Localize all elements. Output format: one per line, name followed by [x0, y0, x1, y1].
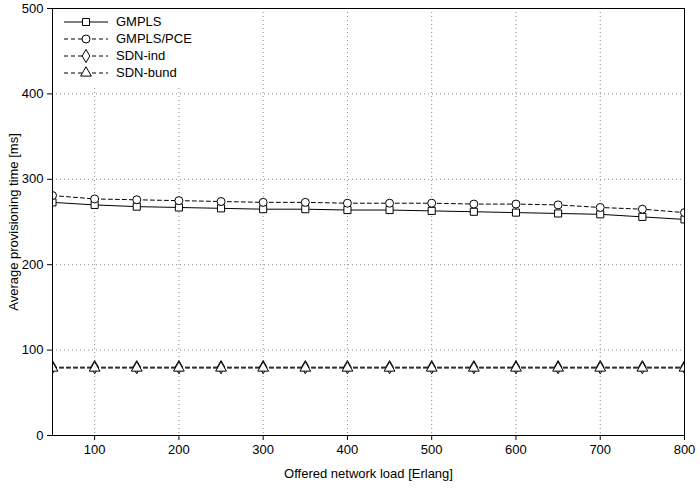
svg-text:Offered network load [Erlang]: Offered network load [Erlang] [284, 466, 453, 481]
svg-text:Average provisioning time [ms]: Average provisioning time [ms] [6, 133, 21, 311]
svg-text:GMPLS: GMPLS [116, 14, 162, 29]
svg-text:800: 800 [674, 442, 696, 457]
svg-text:0: 0 [36, 428, 43, 443]
svg-text:SDN-ind: SDN-ind [116, 48, 165, 63]
svg-text:700: 700 [589, 442, 611, 457]
svg-text:300: 300 [252, 442, 274, 457]
svg-text:SDN-bund: SDN-bund [116, 65, 177, 80]
svg-text:200: 200 [168, 442, 190, 457]
svg-text:100: 100 [22, 342, 44, 357]
svg-text:200: 200 [22, 257, 44, 272]
svg-text:600: 600 [505, 442, 527, 457]
svg-text:500: 500 [22, 1, 44, 16]
svg-text:400: 400 [337, 442, 359, 457]
svg-text:100: 100 [84, 442, 106, 457]
svg-text:GMPLS/PCE: GMPLS/PCE [116, 31, 192, 46]
svg-text:300: 300 [22, 171, 44, 186]
svg-text:400: 400 [22, 86, 44, 101]
svg-text:500: 500 [421, 442, 443, 457]
